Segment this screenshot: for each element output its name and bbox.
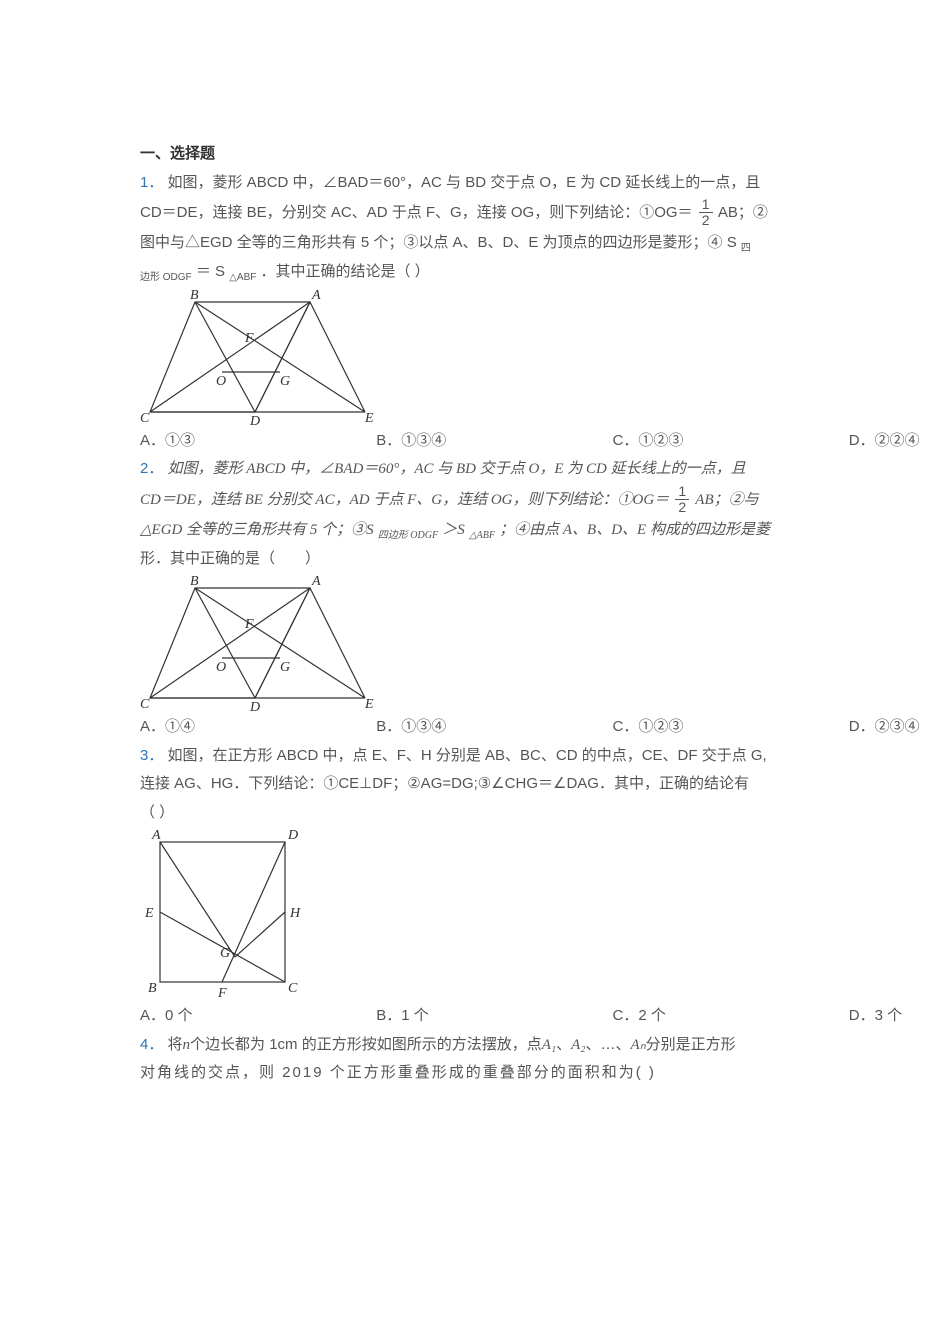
q2-options: A．①④ B．①③④ C．①②③ D．②③④ [140, 713, 945, 742]
q1-option-d: D．②②④ [849, 427, 945, 456]
label-G: G [280, 660, 290, 675]
q1-option-c: C．①②③ [613, 427, 849, 456]
q1-text-line1: 如图，菱形 ABCD 中，∠BAD＝60°，AC 与 BD 交于点 O，E 为 … [168, 174, 761, 191]
label-C: C [288, 981, 298, 996]
q2-text-line3b: ＞S [442, 522, 465, 538]
q2-option-c: C．①②③ [613, 713, 849, 742]
label-D: D [249, 414, 260, 427]
q1-diagram: B A C D E F O G [140, 287, 380, 427]
label-A: A [311, 288, 321, 303]
q3-number: 3． [140, 747, 163, 764]
q3-option-a: A．0 个 [140, 1002, 376, 1031]
q1-options: A．①③ B．①③④ C．①②③ D．②②④ [140, 427, 945, 456]
q3-text-line1: 如图，在正方形 ABCD 中，点 E、F、H 分别是 AB、BC、CD 的中点，… [168, 747, 767, 764]
q3-diagram: A D B C E F H G [140, 827, 305, 1002]
q3-text-line3: （ ） [140, 799, 945, 828]
question-4: 4． 将n个边长都为 1cm 的正方形按如图所示的方法摆放，点A₁、A₂、…、A… [140, 1031, 945, 1088]
q2-option-d: D．②③④ [849, 713, 945, 742]
q2-text-line3a: △EGD 全等的三角形共有 5 个；③S [140, 522, 374, 538]
label-C: C [140, 697, 150, 712]
label-F: F [217, 986, 227, 1001]
q1-text-line3: 图中与△EGD 全等的三角形共有 5 个；③以点 A、B、D、E 为顶点的四边形… [140, 234, 737, 251]
q2-number: 2． [140, 460, 163, 477]
q2-text-line3c: ；④由点 A、B、D、E 构成的四边形是菱 [499, 522, 770, 538]
q3-text-line2: 连接 AG、HG．下列结论：①CE⊥DF；②AG=DG;③∠CHG＝∠DAG．其… [140, 770, 945, 799]
q2-sub2: △ABF [469, 530, 495, 541]
q4-sep1: 、 [556, 1036, 571, 1053]
section-title: 一、选择题 [140, 140, 945, 169]
q3-option-c: C．2 个 [613, 1002, 849, 1031]
q1-option-b: B．①③④ [376, 427, 612, 456]
label-C: C [140, 411, 150, 426]
label-G: G [280, 374, 290, 389]
fraction-den: 2 [675, 500, 689, 515]
label-H: H [289, 906, 301, 921]
q3-option-d: D．3 个 [849, 1002, 945, 1031]
fraction-den: 2 [699, 213, 713, 228]
q3-options: A．0 个 B．1 个 C．2 个 D．3 个 [140, 1002, 945, 1031]
q2-text-line2b: AB；②与 [695, 492, 758, 508]
q4-text-c: 分别是正方形 [646, 1036, 736, 1053]
q1-text-line4b: ＝ S [196, 263, 225, 280]
q2-option-a: A．①④ [140, 713, 376, 742]
label-E: E [144, 906, 154, 921]
q4-A1: A₁ [542, 1037, 556, 1053]
q1-number: 1． [140, 174, 163, 191]
q1-sub3: △ABF [229, 272, 256, 283]
label-A: A [151, 828, 161, 843]
label-B: B [190, 288, 199, 303]
label-E: E [364, 411, 374, 426]
q2-text-line1: 如图，菱形 ABCD 中，∠BAD＝60°，AC 与 BD 交于点 O，E 为 … [168, 460, 746, 477]
q1-text-line2b: AB；② [718, 204, 768, 221]
label-E: E [364, 697, 374, 712]
label-B: B [148, 981, 157, 996]
q4-n: n [183, 1037, 191, 1053]
q4-A2: A₂ [571, 1037, 585, 1053]
q4-text-line2: 对角线的交点，则 2019 个正方形重叠形成的重叠部分的面积和为( ) [140, 1059, 945, 1088]
q4-An: Aₙ [631, 1037, 646, 1053]
fraction-num: 1 [675, 484, 689, 500]
q4-number: 4． [140, 1036, 163, 1053]
q2-text-line4: 形．其中正确的是（ ） [140, 545, 945, 574]
fraction-num: 1 [699, 197, 713, 213]
label-F: F [244, 617, 254, 632]
q2-diagram: B A C D E F O G [140, 573, 380, 713]
fraction-icon: 1 2 [697, 197, 715, 229]
label-A: A [311, 574, 321, 589]
q4-text-b: 个边长都为 1cm 的正方形按如图所示的方法摆放，点 [190, 1036, 542, 1053]
q1-text-line4d: ．其中正确的结论是（ ） [261, 263, 430, 280]
q4-text-a: 将 [168, 1036, 183, 1053]
label-O: O [216, 660, 226, 675]
fraction-icon: 1 2 [673, 484, 691, 516]
label-G: G [220, 946, 230, 961]
label-D: D [287, 828, 298, 843]
q1-option-a: A．①③ [140, 427, 376, 456]
q1-sub2: 边形 ODGF [140, 272, 192, 283]
label-O: O [216, 374, 226, 389]
q2-sub1: 四边形 ODGF [378, 530, 438, 541]
question-1: 1． 如图，菱形 ABCD 中，∠BAD＝60°，AC 与 BD 交于点 O，E… [140, 169, 945, 456]
q4-sep2: 、…、 [586, 1036, 631, 1053]
question-2: 2． 如图，菱形 ABCD 中，∠BAD＝60°，AC 与 BD 交于点 O，E… [140, 455, 945, 741]
q3-option-b: B．1 个 [376, 1002, 612, 1031]
question-3: 3． 如图，在正方形 ABCD 中，点 E、F、H 分别是 AB、BC、CD 的… [140, 742, 945, 1031]
q1-sub1: 四 [741, 243, 751, 254]
q1-text-line2a: CD＝DE，连接 BE，分别交 AC、AD 于点 F、G，连接 OG，则下列结论… [140, 204, 693, 221]
q2-option-b: B．①③④ [376, 713, 612, 742]
q2-text-line2a: CD＝DE，连结 BE 分别交 AC，AD 于点 F、G，连结 OG，则下列结论… [140, 492, 669, 508]
label-B: B [190, 574, 199, 589]
label-F: F [244, 331, 254, 346]
q2-line1: 如图，菱形 ABCD 中，∠BAD＝60°，AC 与 BD 交于点 O，E 为 … [168, 461, 746, 477]
label-D: D [249, 700, 260, 713]
